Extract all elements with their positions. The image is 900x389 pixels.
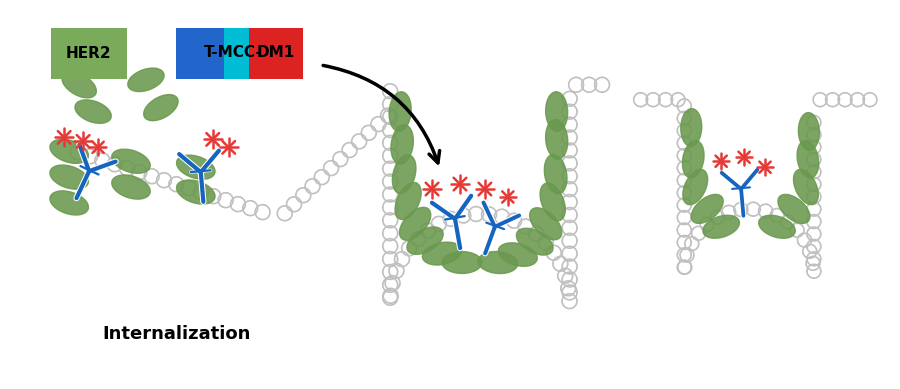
Ellipse shape [392, 155, 416, 194]
Ellipse shape [691, 194, 724, 223]
Ellipse shape [62, 72, 96, 98]
Ellipse shape [545, 92, 568, 131]
Ellipse shape [499, 243, 537, 266]
Ellipse shape [407, 227, 443, 254]
Text: Internalization: Internalization [103, 324, 250, 343]
Ellipse shape [683, 169, 707, 205]
FancyBboxPatch shape [176, 28, 226, 79]
Ellipse shape [778, 194, 810, 223]
Ellipse shape [680, 109, 702, 146]
Ellipse shape [50, 191, 88, 215]
Ellipse shape [176, 180, 215, 204]
Ellipse shape [798, 112, 819, 150]
Ellipse shape [517, 228, 554, 255]
Ellipse shape [50, 139, 88, 163]
Ellipse shape [797, 140, 819, 178]
Ellipse shape [176, 155, 215, 179]
Ellipse shape [395, 182, 421, 219]
Ellipse shape [400, 207, 431, 240]
Ellipse shape [128, 68, 164, 91]
Ellipse shape [544, 154, 567, 194]
Ellipse shape [442, 252, 482, 273]
Ellipse shape [794, 169, 818, 205]
Ellipse shape [529, 208, 562, 240]
Ellipse shape [112, 175, 150, 199]
Ellipse shape [540, 183, 565, 221]
Ellipse shape [391, 124, 413, 164]
FancyBboxPatch shape [224, 28, 251, 79]
Ellipse shape [422, 242, 462, 265]
Ellipse shape [50, 165, 88, 189]
Ellipse shape [75, 100, 112, 123]
Ellipse shape [478, 252, 518, 273]
FancyArrowPatch shape [323, 65, 439, 163]
Ellipse shape [759, 215, 796, 238]
FancyBboxPatch shape [249, 28, 303, 79]
Ellipse shape [703, 215, 740, 238]
FancyBboxPatch shape [50, 28, 127, 79]
Text: DM1: DM1 [256, 45, 295, 60]
Text: T-MCC-: T-MCC- [203, 45, 262, 60]
Ellipse shape [389, 92, 411, 131]
Ellipse shape [682, 140, 704, 178]
Ellipse shape [112, 149, 150, 173]
Ellipse shape [144, 95, 178, 121]
Text: HER2: HER2 [66, 46, 112, 61]
Ellipse shape [545, 119, 568, 159]
